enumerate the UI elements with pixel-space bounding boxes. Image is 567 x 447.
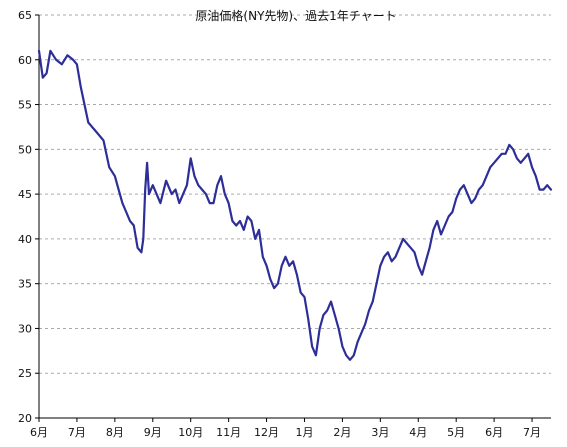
y-tick-label: 35	[18, 278, 32, 291]
x-tick-label: 1月	[295, 426, 313, 439]
x-tick-label: 5月	[447, 426, 465, 439]
y-axis-tick-labels: 20 25 30 35 40 45 50 55 60 65	[18, 9, 32, 425]
x-tick-label: 12月	[254, 426, 279, 439]
price-line	[37, 49, 553, 361]
y-tick-label: 30	[18, 322, 32, 335]
x-tick-label: 10月	[178, 426, 203, 439]
x-tick-label: 9月	[144, 426, 162, 439]
x-tick-label: 11月	[216, 426, 241, 439]
x-tick-label: 2月	[333, 426, 351, 439]
x-axis-tick-labels: 6月 7月 8月 9月 10月 11月 12月 1月 2月 3月 4月 5月 6月 7月	[30, 426, 541, 439]
x-tick-label: 7月	[523, 426, 541, 439]
y-tick-label: 55	[18, 99, 32, 112]
chart-title: 原油価格(NY先物)、過去1年チャート	[195, 8, 396, 23]
y-tick-label: 20	[18, 412, 32, 425]
y-tick-label: 65	[18, 9, 32, 22]
y-tick-label: 40	[18, 233, 32, 246]
y-tick-label: 45	[18, 188, 32, 201]
x-tick-label: 8月	[106, 426, 124, 439]
x-tick-label: 4月	[409, 426, 427, 439]
y-tick-label: 60	[18, 54, 32, 67]
y-tick-label: 25	[18, 367, 32, 380]
x-tick-label: 6月	[30, 426, 48, 439]
x-tick-label: 7月	[68, 426, 86, 439]
gridlines	[39, 14, 551, 374]
axes	[35, 14, 551, 422]
x-tick-label: 3月	[371, 426, 389, 439]
x-tick-label: 6月	[485, 426, 503, 439]
y-tick-label: 50	[18, 143, 32, 156]
series-layer	[37, 49, 553, 361]
